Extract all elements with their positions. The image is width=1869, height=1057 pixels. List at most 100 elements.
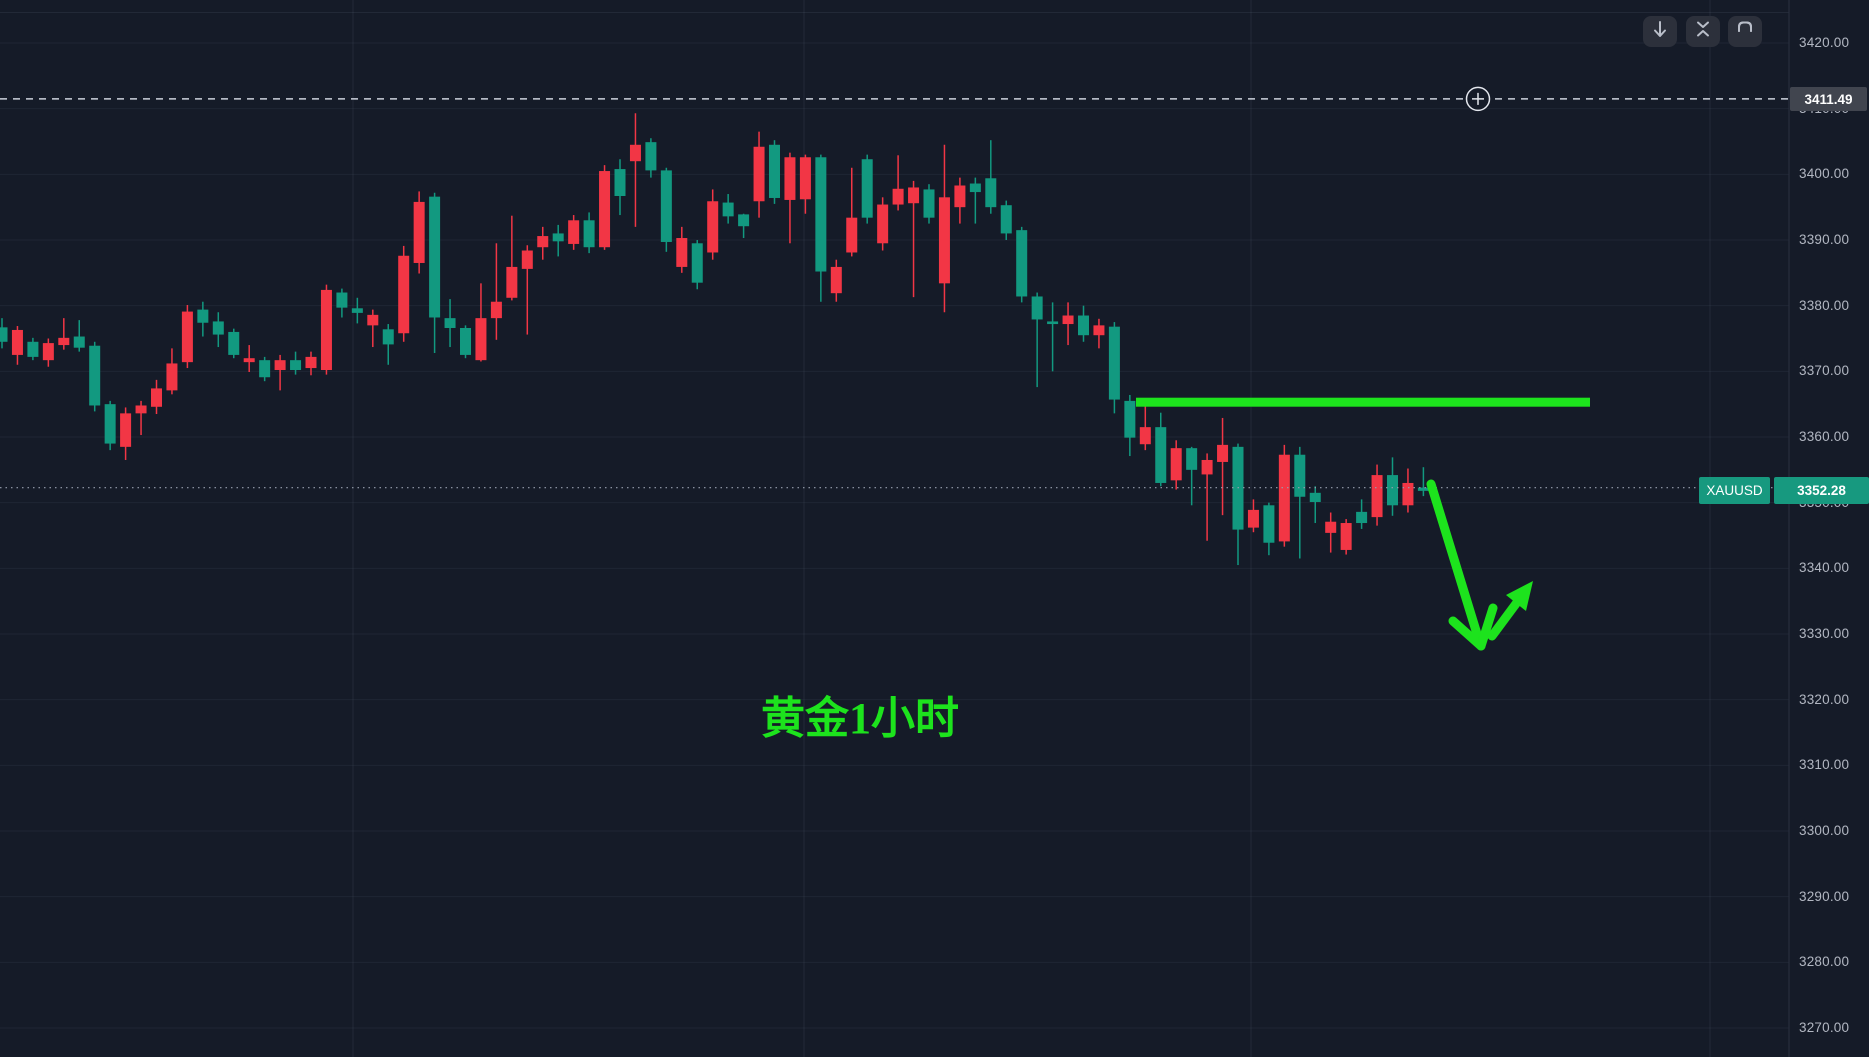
candle-body <box>568 220 580 244</box>
candle-body <box>1016 230 1028 297</box>
candle-body <box>197 309 209 323</box>
candle-body <box>1387 475 1398 506</box>
candle-body <box>73 336 85 348</box>
maximize-pane-icon <box>1733 17 1757 46</box>
candle-body <box>58 337 70 346</box>
candle-body <box>398 255 410 334</box>
candle-body <box>799 157 811 200</box>
candle-body <box>290 360 302 371</box>
price-tick: 3400.00 <box>1799 166 1850 182</box>
candle-body <box>1186 448 1198 470</box>
candle-body <box>336 292 348 308</box>
candle-body <box>1047 321 1059 325</box>
candle-body <box>923 189 935 218</box>
candle-body <box>212 321 224 335</box>
arrow-down-icon <box>1649 18 1671 45</box>
candle-body <box>1078 315 1089 336</box>
candle-body <box>846 217 858 253</box>
candle-body <box>351 308 363 313</box>
candle-body <box>908 187 920 204</box>
candle-body <box>583 220 595 248</box>
candle-body <box>1124 400 1136 438</box>
candle-body <box>1247 509 1259 528</box>
candle-body <box>985 178 997 208</box>
collapse-pane-button[interactable] <box>1686 16 1720 47</box>
candle-body <box>11 329 23 355</box>
price-tick: 3290.00 <box>1799 888 1850 904</box>
scroll-to-recent-button[interactable] <box>1643 16 1677 47</box>
candle-body <box>104 404 116 444</box>
candle-body <box>1108 326 1120 400</box>
price-tick: 3370.00 <box>1799 363 1850 379</box>
candle-body <box>1356 511 1368 524</box>
candle-body <box>320 289 332 371</box>
candle-body <box>1325 521 1337 533</box>
annotation-text: 黄金1小时 <box>761 694 959 743</box>
price-tick: 3270.00 <box>1799 1020 1850 1035</box>
candle-body <box>367 314 379 326</box>
symbol-badge: XAUUSD <box>1699 477 1770 504</box>
candle-body <box>120 413 132 447</box>
arrow-up-annotation[interactable] <box>1487 596 1523 641</box>
candle-body <box>1170 448 1182 481</box>
candle-body <box>460 327 471 355</box>
candle-body <box>769 144 780 198</box>
candle-body <box>1000 205 1012 234</box>
candle-body <box>1155 427 1167 483</box>
candle-body <box>1139 427 1151 445</box>
candle-body <box>676 238 688 267</box>
price-tick: 3380.00 <box>1799 297 1850 313</box>
price-tick: 3310.00 <box>1799 757 1850 773</box>
price-tick: 3340.00 <box>1799 560 1850 576</box>
candle-body <box>969 183 981 193</box>
candle-body <box>954 185 966 208</box>
candle-body <box>1402 482 1414 506</box>
candle-body <box>382 329 394 345</box>
candle-body <box>707 201 719 253</box>
price-tick: 3320.00 <box>1799 691 1850 707</box>
candle-body <box>1217 444 1229 462</box>
price-tick: 3360.00 <box>1799 429 1850 444</box>
candle-body <box>1371 475 1383 518</box>
candle-body <box>830 266 842 294</box>
candle-body <box>166 363 178 391</box>
candle-body <box>784 157 796 200</box>
price-tick: 3280.00 <box>1799 954 1850 970</box>
last-price-badge: 3352.28 <box>1774 477 1869 504</box>
price-tick: 3330.00 <box>1799 626 1850 641</box>
candle-body <box>660 170 672 242</box>
candle-body <box>475 318 487 361</box>
candle-body <box>305 356 317 369</box>
candle-body <box>1093 325 1105 336</box>
support-line-annotation[interactable] <box>1136 397 1590 407</box>
arrow-down-annotation[interactable] <box>1426 479 1482 639</box>
candle-body <box>243 358 255 363</box>
candle-body <box>691 243 703 283</box>
candle-body <box>151 388 162 407</box>
candle-body <box>1201 459 1213 475</box>
candle-body <box>413 201 425 263</box>
price-axis[interactable]: 3420.003410.003400.003390.003380.003370.… <box>1790 0 1869 1057</box>
candle-body <box>27 341 39 357</box>
candle-body <box>490 301 502 319</box>
candle-body <box>228 331 240 355</box>
candle-body <box>629 144 641 162</box>
candle-body <box>521 250 533 269</box>
candle-body <box>645 142 657 171</box>
arrow-up-annotation <box>1506 581 1533 611</box>
maximize-pane-button[interactable] <box>1728 16 1762 47</box>
price-tick: 3300.00 <box>1799 823 1850 838</box>
candle-body <box>861 159 873 218</box>
candle-body <box>1309 492 1321 503</box>
candle-body <box>815 157 827 272</box>
candle-body <box>614 169 626 197</box>
candle-body <box>89 345 101 406</box>
candle-body <box>274 360 286 371</box>
price-tick: 3420.00 <box>1799 35 1850 50</box>
candle-body <box>722 202 734 217</box>
alert-price-badge: 3411.49 <box>1790 87 1867 111</box>
candle-body <box>1031 296 1043 320</box>
candle-body <box>42 343 54 361</box>
